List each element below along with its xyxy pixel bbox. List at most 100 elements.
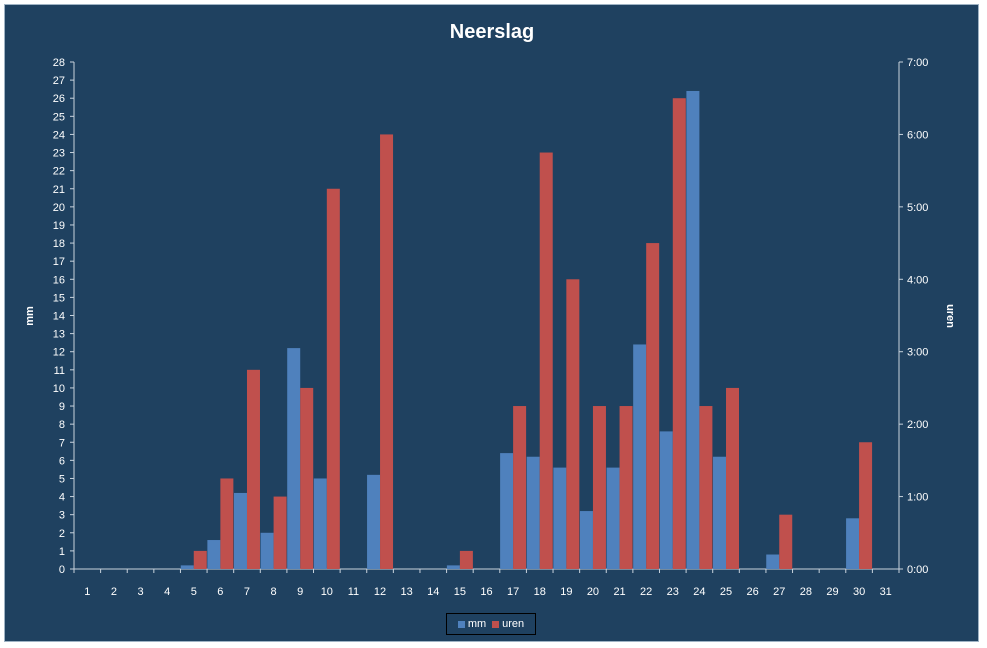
x-tick-label: 31 — [880, 586, 892, 598]
y-left-tick-label: 4 — [59, 492, 65, 504]
chart-title: Neerslag — [450, 21, 535, 43]
x-tick-label: 22 — [640, 586, 652, 598]
legend-swatch-mm — [457, 620, 465, 628]
legend-item-mm: mm — [457, 618, 487, 630]
y-left-tick-label: 24 — [53, 129, 65, 141]
y-right-tick-label: 2:00 — [907, 419, 928, 431]
x-tick-label: 15 — [454, 586, 466, 598]
bar-uren — [193, 550, 207, 569]
bar-uren — [646, 243, 660, 570]
y-left-tick-label: 20 — [53, 202, 65, 214]
bar-mm — [180, 565, 194, 569]
y-left-tick-label: 2 — [59, 528, 65, 540]
legend-item-uren: uren — [492, 618, 524, 630]
x-tick-label: 14 — [427, 586, 439, 598]
y-left-tick-label: 23 — [53, 148, 65, 160]
y-axis-right-title: uren — [944, 304, 956, 328]
y-left-tick-label: 3 — [59, 510, 65, 522]
bar-mm — [233, 492, 247, 569]
bar-uren — [459, 550, 473, 569]
x-tick-label: 16 — [480, 586, 492, 598]
y-left-tick-label: 28 — [53, 57, 65, 69]
y-left-tick-label: 11 — [54, 365, 65, 377]
x-tick-label: 24 — [693, 586, 705, 598]
x-tick-label: 29 — [826, 586, 838, 598]
x-tick-label: 23 — [667, 586, 679, 598]
bar-mm — [446, 565, 460, 569]
bar-uren — [619, 406, 633, 569]
bar-mm — [287, 348, 301, 569]
x-tick-label: 30 — [853, 586, 865, 598]
legend: mm uren — [446, 613, 536, 635]
bar-mm — [260, 532, 274, 569]
bar-uren — [779, 514, 793, 569]
x-tick-label: 3 — [137, 586, 143, 598]
bar-mm — [313, 478, 327, 569]
bar-uren — [592, 406, 606, 569]
y-left-tick-label: 27 — [53, 75, 65, 87]
bar-mm — [633, 344, 647, 569]
bar-mm — [207, 540, 221, 569]
y-left-tick-label: 19 — [53, 220, 65, 232]
x-tick-label: 13 — [401, 586, 413, 598]
legend-swatch-uren — [492, 620, 500, 628]
bar-uren — [246, 369, 260, 569]
y-left-tick-label: 12 — [53, 347, 65, 359]
bar-uren — [513, 406, 527, 569]
y-left-tick-label: 17 — [53, 256, 65, 268]
x-tick-label: 6 — [217, 586, 223, 598]
bar-uren — [273, 496, 287, 569]
y-left-tick-label: 13 — [53, 329, 65, 341]
y-left-tick-label: 25 — [53, 111, 65, 123]
bar-uren — [300, 387, 314, 569]
bar-mm — [553, 467, 567, 569]
y-right-tick-label: 5:00 — [907, 202, 928, 214]
legend-label-mm: mm — [467, 618, 487, 630]
y-right-tick-label: 6:00 — [907, 129, 928, 141]
bar-mm — [500, 453, 514, 569]
y-left-tick-label: 14 — [53, 311, 65, 323]
bar-uren — [326, 188, 340, 569]
y-left-tick-label: 18 — [53, 238, 65, 250]
y-left-tick-label: 21 — [53, 184, 65, 196]
bar-mm — [713, 456, 727, 569]
x-tick-label: 12 — [374, 586, 386, 598]
y-left-tick-label: 1 — [59, 546, 65, 558]
bar-mm — [846, 518, 860, 569]
y-left-tick-label: 0 — [59, 564, 65, 576]
y-left-tick-label: 8 — [59, 419, 65, 431]
y-right-tick-label: 0:00 — [907, 564, 928, 576]
bar-mm — [579, 511, 593, 569]
x-tick-label: 27 — [773, 586, 785, 598]
bar-uren — [726, 387, 740, 569]
y-left-tick-label: 9 — [59, 401, 65, 413]
x-tick-label: 19 — [560, 586, 572, 598]
bar-mm — [686, 90, 700, 569]
y-left-tick-label: 5 — [59, 473, 65, 485]
bar-uren — [672, 98, 686, 569]
x-tick-label: 25 — [720, 586, 732, 598]
y-left-tick-label: 7 — [59, 437, 65, 449]
x-tick-label: 28 — [800, 586, 812, 598]
x-tick-label: 10 — [321, 586, 333, 598]
plot-area: 0123456789101112131415161718192021222324… — [53, 57, 929, 598]
bar-uren — [699, 406, 713, 569]
x-tick-label: 4 — [164, 586, 170, 598]
x-tick-label: 8 — [271, 586, 277, 598]
bar-mm — [606, 467, 620, 569]
y-right-tick-label: 3:00 — [907, 347, 928, 359]
y-right-tick-label: 1:00 — [907, 492, 928, 504]
bar-uren — [539, 152, 553, 570]
x-tick-label: 7 — [244, 586, 250, 598]
bar-uren — [566, 279, 580, 569]
x-tick-label: 20 — [587, 586, 599, 598]
y-left-tick-label: 15 — [53, 292, 65, 304]
chart-frame — [4, 4, 979, 642]
bar-uren — [859, 442, 873, 569]
x-tick-label: 9 — [297, 586, 303, 598]
y-left-tick-label: 6 — [59, 455, 65, 467]
y-left-tick-label: 10 — [53, 383, 65, 395]
bar-uren — [220, 478, 234, 569]
y-left-tick-label: 16 — [53, 274, 65, 286]
